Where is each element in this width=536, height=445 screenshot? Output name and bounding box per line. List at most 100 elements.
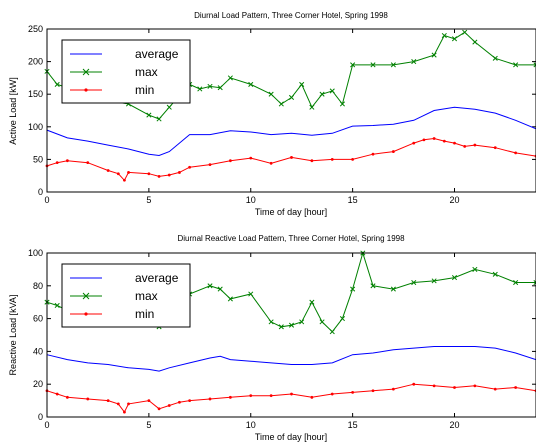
x-axis-label: Time of day [hour] [255, 432, 327, 442]
series-max-point [207, 283, 213, 289]
y-tick-label: 40 [33, 346, 43, 356]
series-max-point [472, 39, 478, 45]
series-average-point [413, 120, 414, 121]
series-average-point [495, 348, 496, 349]
series-max-point [288, 322, 295, 328]
series-average-point [352, 126, 353, 127]
series-min-point [432, 137, 436, 140]
series-average-point [159, 155, 160, 156]
series-max-point [299, 81, 305, 87]
series-average-point [373, 353, 374, 354]
series-min-point [65, 159, 69, 163]
y-tick-label: 100 [28, 248, 43, 258]
series-average-point [169, 151, 170, 152]
series-min-point [473, 384, 477, 388]
series-min-point [432, 384, 436, 388]
x-tick-label: 5 [146, 195, 151, 205]
series-max-point [431, 278, 437, 284]
series-average-point [332, 362, 333, 363]
series-average-point [515, 120, 516, 121]
series-average-point [393, 349, 394, 350]
series-average-point [87, 362, 88, 363]
legend-label: min [135, 307, 154, 321]
series-average-point [352, 354, 353, 355]
series-average-point [271, 134, 272, 135]
series-min-point [290, 156, 293, 159]
legend-label: max [135, 289, 158, 303]
series-min-point [86, 161, 90, 165]
series-min-line [46, 383, 536, 414]
legend-entry-max: max [70, 65, 158, 79]
series-average-point [220, 356, 221, 357]
series-average-point [332, 133, 333, 134]
series-min-point [188, 165, 192, 169]
series-max-point [390, 62, 396, 68]
series-min-point [371, 152, 375, 156]
y-tick-label: 0 [38, 412, 43, 422]
series-max-point [166, 104, 172, 110]
series-average-point [159, 371, 160, 372]
series-min-point [463, 144, 467, 148]
series-min-point [442, 139, 446, 143]
series-min-point [127, 402, 130, 406]
series-max-point [533, 279, 536, 286]
series-min-point [493, 146, 497, 150]
legend-entry-max: max [70, 289, 158, 303]
series-min-point [249, 156, 253, 160]
series-max-point [370, 62, 376, 68]
series-min-point [330, 392, 334, 396]
series-max-point [350, 286, 356, 292]
series-average-point [250, 361, 251, 362]
x-tick-label: 20 [449, 195, 459, 205]
axis-ticks: 0 5 10 15 20 0 20 40 60 80 100 [28, 248, 536, 430]
plot-frame [46, 252, 536, 418]
series-average-point [128, 148, 129, 149]
series-min-point [123, 410, 126, 414]
x-tick-label: 0 [44, 420, 49, 430]
legend-entry-average: average [70, 47, 179, 61]
series-max-point [472, 266, 478, 272]
series-max-point [268, 319, 274, 325]
series-average-point [189, 134, 190, 135]
series-average-point [148, 154, 149, 155]
series-average-point [230, 359, 231, 360]
legend-entry-min: min [70, 83, 154, 97]
series-average-point [108, 145, 109, 146]
series-max-point [411, 279, 417, 286]
series-min-point [514, 386, 518, 389]
series-min-point [310, 159, 314, 163]
series-min-point [453, 386, 456, 389]
series-average-point [169, 367, 170, 368]
series-max-point [329, 88, 335, 94]
series-min-point [123, 178, 126, 182]
series-average-point [474, 346, 475, 347]
y-tick-label: 200 [28, 57, 43, 67]
chart-title: Diurnal Reactive Load Pattern, Three Cor… [177, 234, 405, 243]
series-average-point [230, 130, 231, 131]
series-max-point [492, 271, 498, 277]
series-average-point [87, 141, 88, 142]
series-min-point [106, 169, 110, 172]
series-max-point [513, 62, 519, 68]
series-min-point [391, 387, 395, 391]
legend-marker [84, 312, 88, 316]
series-max-point [288, 94, 295, 101]
series-max-point [156, 116, 162, 122]
x-tick-label: 20 [449, 420, 459, 430]
series-average-point [210, 357, 211, 358]
series-average-point [128, 367, 129, 368]
series-average-point [189, 362, 190, 363]
series-min-point [178, 400, 181, 404]
legend: average max min [61, 263, 191, 328]
series-average-point [67, 137, 68, 138]
series-min-point [116, 402, 120, 406]
legend: average max min [61, 39, 191, 104]
series-average-point [210, 134, 211, 135]
series-max-point [268, 91, 274, 97]
series-average-line [46, 346, 536, 372]
series-average-point [108, 364, 109, 365]
series-average-point [271, 362, 272, 363]
series-average-point [373, 125, 374, 126]
series-min-point [351, 391, 355, 394]
series-average-point [413, 348, 414, 349]
